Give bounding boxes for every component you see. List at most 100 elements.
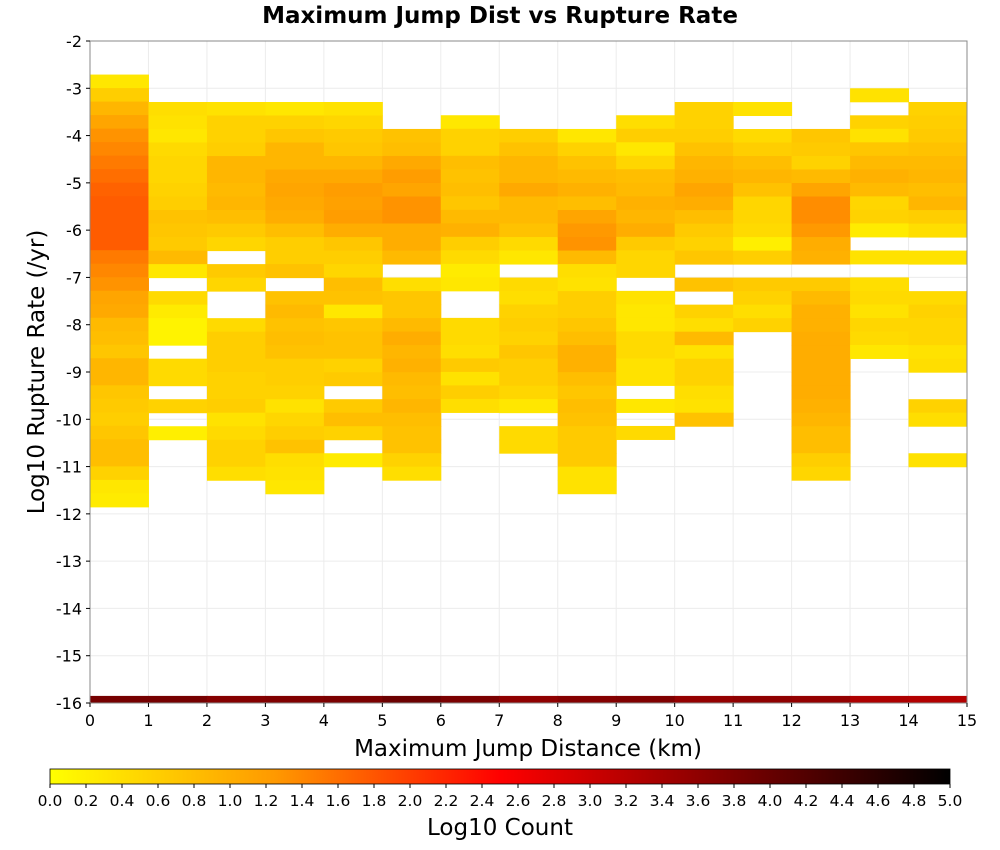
heatmap-cell [850, 88, 910, 103]
heatmap-cell [908, 453, 968, 468]
heatmap-cell [850, 304, 910, 319]
heatmap-cell [557, 196, 617, 211]
totals-cell [908, 695, 968, 703]
heatmap-cell [733, 142, 793, 157]
heatmap-cell [440, 358, 500, 373]
colorbar-tick-label: 4.2 [794, 792, 819, 810]
heatmap-cell [440, 196, 500, 211]
heatmap-cell [90, 74, 149, 89]
totals-cell [674, 695, 734, 703]
heatmap-cell [440, 155, 500, 170]
heatmap-cell [850, 196, 910, 211]
heatmap-cell [850, 250, 910, 265]
totals-cell [557, 695, 617, 703]
heatmap-cell [206, 101, 266, 117]
heatmap-cell [148, 358, 208, 373]
heatmap-cell [382, 399, 442, 414]
heatmap-cell [791, 399, 851, 414]
heatmap-cell [616, 425, 676, 440]
heatmap-cell [440, 277, 500, 292]
heatmap-cell [265, 358, 325, 373]
totals-cell [148, 695, 208, 703]
heatmap-cell [733, 156, 793, 171]
heatmap-cell [265, 264, 325, 279]
totals-cell [791, 695, 851, 703]
heatmap-cell [265, 304, 325, 319]
heatmap-cell [850, 142, 910, 157]
heatmap-cell [265, 399, 325, 414]
heatmap-cell [206, 277, 266, 292]
heatmap-cell [265, 318, 325, 333]
heatmap-cell [206, 169, 266, 184]
heatmap-cell [323, 277, 383, 292]
heatmap-cell [908, 169, 968, 184]
totals-cell [323, 695, 383, 703]
heatmap-cell [733, 318, 793, 333]
heatmap-cell [908, 399, 968, 414]
heatmap-cell [90, 223, 149, 238]
heatmap-cell [674, 277, 734, 292]
heatmap-cell [557, 345, 617, 360]
x-tick-label: 13 [840, 711, 860, 730]
heatmap-cell [90, 128, 149, 143]
heatmap-cell [90, 479, 149, 494]
heatmap-cell [265, 196, 325, 211]
heatmap-cell [499, 331, 559, 346]
heatmap-cell [557, 264, 617, 279]
x-tick-label: 12 [781, 711, 801, 730]
heatmap-cell [148, 426, 208, 441]
totals-cell [440, 695, 500, 703]
heatmap-cell [323, 291, 383, 306]
x-tick-label: 8 [553, 711, 563, 730]
heatmap-cell [616, 290, 676, 305]
heatmap-cell [733, 291, 793, 306]
heatmap-cell [265, 331, 325, 346]
heatmap-cell [557, 223, 617, 238]
heatmap-cell [265, 142, 325, 157]
colorbar-tick-label: 1.2 [254, 792, 279, 810]
heatmap-cell [499, 372, 559, 387]
heatmap-cell [206, 345, 266, 360]
x-tick-label: 14 [898, 711, 918, 730]
heatmap-cell [850, 115, 910, 130]
heatmap-cell [674, 115, 734, 130]
heatmap-cell [90, 182, 149, 197]
heatmap-cell [265, 372, 325, 387]
colorbar-tick-label: 0.2 [74, 792, 99, 810]
heatmap-cell [557, 291, 617, 306]
heatmap-cell [616, 371, 676, 386]
heatmap-cell [733, 183, 793, 198]
heatmap-cell [440, 263, 500, 278]
heatmap-cell [440, 317, 500, 332]
heatmap-cell [499, 345, 559, 360]
heatmap-cell [557, 210, 617, 225]
colorbar-tick-label: 2.2 [434, 792, 459, 810]
heatmap-cell [206, 453, 266, 468]
heatmap-cell [323, 156, 383, 171]
heatmap-cell [908, 196, 968, 211]
heatmap-cell [323, 426, 383, 441]
heatmap-cell [850, 169, 910, 184]
heatmap-cell [440, 398, 500, 413]
heatmap-cell [265, 466, 325, 481]
heatmap-cell [440, 209, 500, 224]
heatmap-cell [90, 452, 149, 467]
heatmap-cell [440, 115, 500, 130]
heatmap-cell [206, 237, 266, 252]
heatmap-cell [148, 331, 208, 346]
colorbar-ticks: 0.0 0.2 0.4 0.6 0.8 1.0 1.2 1.4 1.6 1.8 2.0 2.2 2.4 2… [38, 784, 962, 810]
heatmap-cell [791, 250, 851, 265]
heatmap-cell [791, 142, 851, 157]
heatmap-cell [557, 304, 617, 319]
y-tick-label: -5 [66, 174, 82, 193]
heatmap-cell [382, 466, 442, 481]
heatmap-cell [90, 358, 149, 373]
heatmap-cell [382, 345, 442, 360]
heatmap-cell [90, 169, 149, 184]
heatmap-cell [499, 223, 559, 238]
colorbar-tick-label: 2.4 [470, 792, 495, 810]
heatmap-cell [674, 196, 734, 211]
heatmap-cell [674, 156, 734, 171]
heatmap-cell [557, 439, 617, 454]
